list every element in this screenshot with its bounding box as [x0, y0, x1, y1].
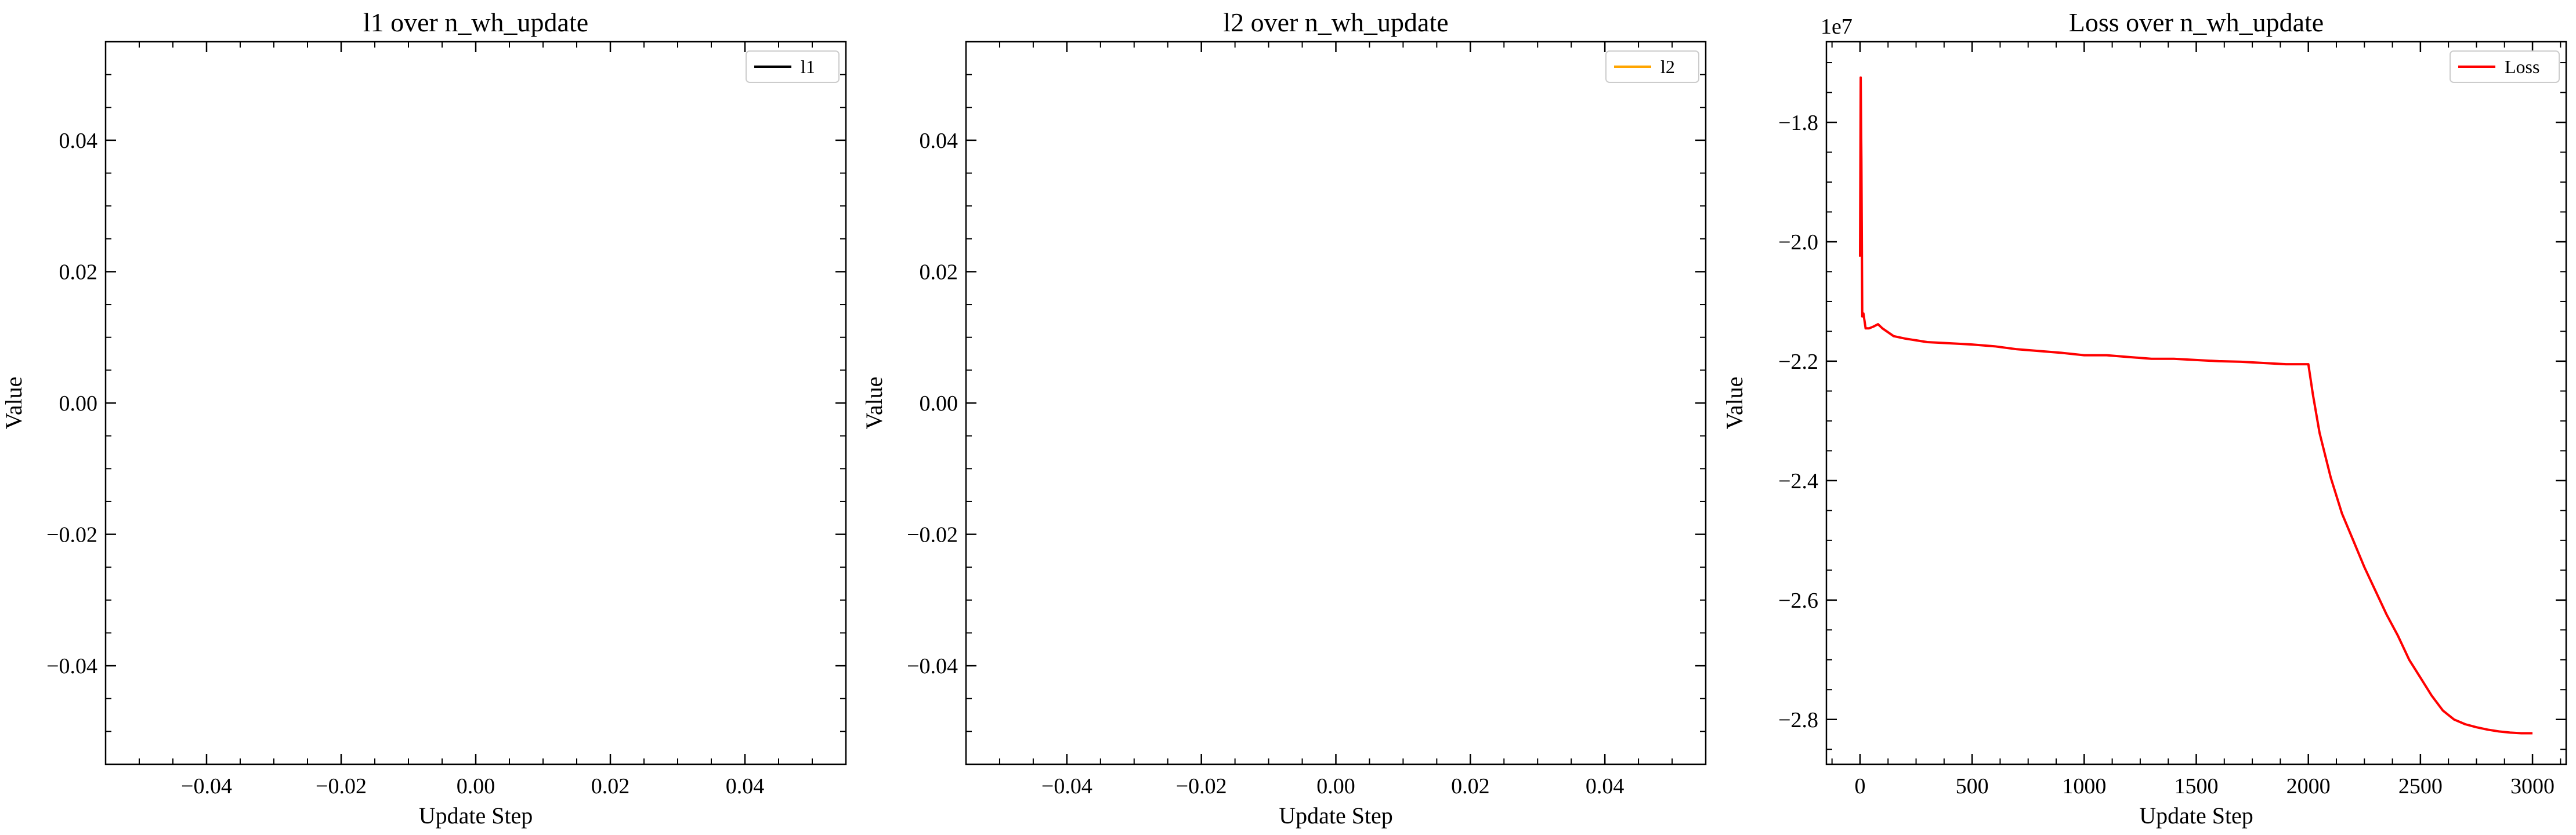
chart-title: l2 over n_wh_update [1223, 8, 1448, 37]
plot-frame [104, 41, 847, 765]
x-tick-label: 2500 [2398, 774, 2443, 798]
x-tick-label: −0.04 [1041, 774, 1092, 798]
y-tick-label: 0.04 [59, 129, 98, 153]
x-tick-label: 1000 [2062, 774, 2106, 798]
x-tick-label: 0.04 [726, 774, 765, 798]
legend: l2 [1605, 50, 1699, 83]
y-tick-label: −2.0 [1778, 230, 1818, 255]
x-axis-label: Update Step [419, 803, 533, 829]
y-tick-label: 0.00 [59, 391, 98, 416]
y-axis-label: Value [1, 376, 27, 429]
y-tick-label: 0.02 [920, 260, 958, 284]
plot-frame [965, 41, 1707, 765]
legend-label: Loss [2505, 56, 2539, 77]
x-axis-label: Update Step [2139, 803, 2253, 829]
x-tick-label: 2000 [2286, 774, 2331, 798]
y-tick-label: −2.4 [1778, 469, 1818, 493]
l2-chart-panel: l2 over n_wh_update −0.04 −0.02 0.00 0.02 0.0… [861, 8, 1707, 829]
legend: l1 [746, 50, 840, 83]
legend: Loss [2450, 50, 2560, 83]
x-axis-label: Update Step [1279, 803, 1393, 829]
y-tick-label: 0.00 [920, 391, 958, 416]
legend-box [1605, 50, 1699, 83]
plot-frame [1825, 41, 2567, 765]
x-tick-label: −0.04 [181, 774, 232, 798]
y-tick-label: −0.04 [907, 654, 958, 678]
legend-label: l1 [801, 56, 815, 77]
x-tick-label: 0.02 [1451, 774, 1490, 798]
y-tick-label: 0.02 [59, 260, 98, 284]
y-axis-label: Value [861, 376, 887, 429]
x-tick-label: −0.02 [316, 774, 367, 798]
legend-box [746, 50, 840, 83]
y-axis-label: Value [1721, 376, 1748, 429]
x-tick-label: 1500 [2175, 774, 2219, 798]
x-tick-label: −0.02 [1176, 774, 1227, 798]
x-tick-label: 0 [1854, 774, 1865, 798]
x-tick-label: 0.04 [1586, 774, 1625, 798]
legend-label: l2 [1660, 56, 1675, 77]
x-tick-label: 3000 [2510, 774, 2555, 798]
y-tick-label: 0.04 [920, 129, 958, 153]
legend-box [2450, 50, 2560, 83]
chart-title: Loss over n_wh_update [2069, 8, 2324, 37]
x-tick-label: 0.02 [591, 774, 630, 798]
y-axis-exponent: 1e7 [1821, 14, 1853, 39]
y-tick-label: −0.02 [46, 523, 97, 547]
y-tick-label: −1.8 [1778, 111, 1818, 135]
series-line-loss [1859, 76, 2532, 735]
x-tick-label: 500 [1956, 774, 1989, 798]
loss-chart-panel: Loss over n_wh_update 0 500 1000 1500 2000 250… [1721, 8, 2567, 829]
l1-chart-panel: l1 over n_wh_update −0.04 −0.02 0.00 0.02 0.0… [1, 8, 847, 829]
x-tick-label: 0.00 [1316, 774, 1355, 798]
y-tick-label: −2.6 [1778, 589, 1818, 613]
y-tick-label: −2.8 [1778, 708, 1818, 732]
chart-title: l1 over n_wh_update [363, 8, 588, 37]
y-tick-label: −0.02 [907, 523, 958, 547]
y-tick-label: −2.2 [1778, 350, 1818, 374]
x-tick-label: 0.00 [457, 774, 495, 798]
y-tick-label: −0.04 [46, 654, 97, 678]
